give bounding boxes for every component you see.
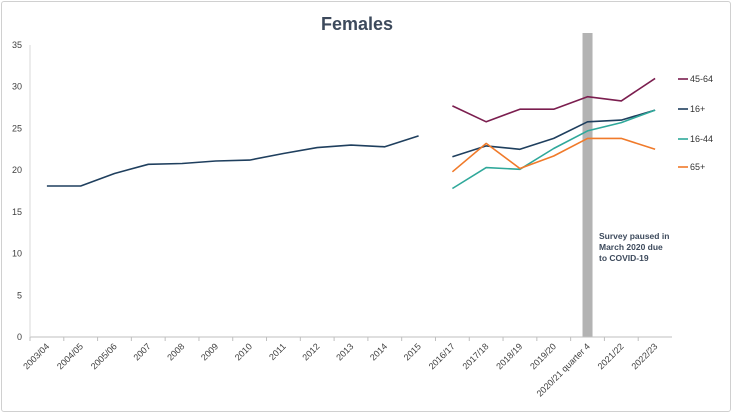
x-tick-label: 2021/22 — [596, 341, 626, 371]
series-line-45-64 — [452, 77, 656, 123]
x-tick-label: 2007 — [131, 341, 152, 362]
x-tick-label: 2016/17 — [427, 341, 457, 371]
y-tick-label: 25 — [12, 123, 22, 133]
legend-label: 45-64 — [690, 74, 713, 84]
x-tick-label: 2019/20 — [528, 341, 558, 371]
x-tick-label: 2010 — [233, 341, 254, 362]
x-tick-label: 2011 — [267, 341, 288, 362]
legend-label: 65+ — [690, 162, 705, 172]
series-line-16+ — [452, 109, 656, 158]
series-line-65+ — [451, 137, 656, 173]
chart-title: Females — [321, 14, 393, 34]
y-tick-label: 20 — [12, 165, 22, 175]
series-line-16-44 — [451, 109, 656, 190]
x-tick-label: 2004/05 — [55, 341, 85, 371]
covid-note-line: Survey paused in — [599, 231, 669, 241]
x-tick-label: 2022/23 — [629, 341, 659, 371]
y-tick-label: 15 — [12, 207, 22, 217]
x-tick-label: 2017/18 — [460, 341, 490, 371]
x-tick-label: 2005/06 — [89, 341, 119, 371]
x-tick-label: 2013 — [334, 341, 355, 362]
y-tick-label: 30 — [12, 82, 22, 92]
x-tick-label: 2003/04 — [21, 341, 51, 371]
x-tick-label: 2008 — [165, 341, 186, 362]
x-tick-label: 2009 — [199, 341, 220, 362]
y-tick-label: 35 — [12, 40, 22, 50]
x-tick-label: 2015 — [402, 341, 423, 362]
covid-pause-band — [582, 33, 593, 337]
y-tick-label: 0 — [17, 332, 22, 342]
y-tick-label: 10 — [12, 249, 22, 259]
legend-label: 16-44 — [690, 134, 713, 144]
legend-label: 16+ — [690, 104, 705, 114]
covid-note-line: March 2020 due — [599, 242, 663, 252]
x-tick-label: 2014 — [368, 341, 389, 362]
x-tick-label: 2012 — [300, 341, 321, 362]
x-tick-label: 2018/19 — [494, 341, 524, 371]
y-tick-label: 5 — [17, 290, 22, 300]
chart-frame: Females 0 5 10 15 20 25 30 35 2003/04 2004/05 2005… — [1, 1, 731, 412]
series-line-16+ — [46, 135, 419, 187]
line-chart: Females 0 5 10 15 20 25 30 35 2003/04 2004/05 2005… — [12, 14, 713, 399]
covid-note-line: to COVID-19 — [599, 253, 649, 263]
